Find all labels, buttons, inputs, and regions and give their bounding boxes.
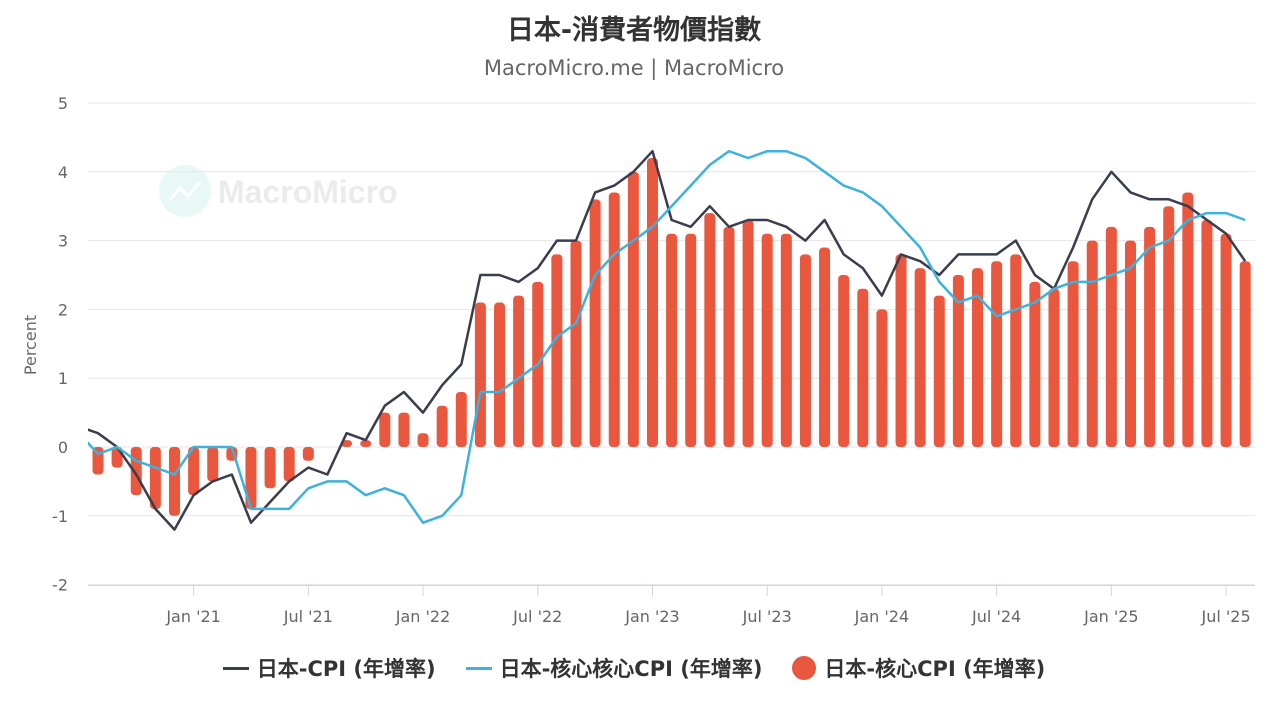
bar <box>570 240 582 447</box>
x-tick-label: Jul '22 <box>512 607 562 626</box>
chart-subtitle: MacroMicro.me | MacroMicro <box>483 56 785 80</box>
bar <box>589 199 601 447</box>
bar <box>168 447 180 516</box>
bar <box>188 447 200 496</box>
bar <box>360 440 372 447</box>
bar <box>742 219 754 447</box>
bar <box>780 233 792 447</box>
bar <box>1182 192 1194 447</box>
y-tick-label: 1 <box>58 369 68 388</box>
legend-item[interactable]: 日本-核心CPI (年增率) <box>792 653 1045 683</box>
x-tick-label: Jul '25 <box>1201 607 1251 626</box>
bar <box>933 295 945 447</box>
bar <box>1124 240 1136 447</box>
bar <box>398 412 410 447</box>
x-tick-label: Jul '23 <box>742 607 792 626</box>
x-tick-label: Jan '21 <box>165 607 221 626</box>
y-tick-label: -2 <box>52 576 68 595</box>
legend-line-icon <box>222 666 249 670</box>
bar <box>551 254 563 447</box>
y-axis-label: Percent <box>21 315 40 375</box>
bar <box>876 309 888 447</box>
y-tick-label: 5 <box>58 94 68 113</box>
bar <box>761 233 773 447</box>
bar <box>264 447 276 489</box>
bar <box>1105 226 1117 447</box>
chart-title: 日本-消費者物價指數 <box>506 15 762 46</box>
bar <box>819 247 831 447</box>
bar <box>417 433 429 447</box>
x-tick-label: Jan '22 <box>395 607 451 626</box>
x-tick-label: Jan '24 <box>854 607 910 626</box>
y-tick-label: 2 <box>58 300 68 319</box>
bar <box>1048 288 1060 447</box>
bar <box>474 302 486 447</box>
svg-text:MacroMicro: MacroMicro <box>218 174 398 210</box>
bar <box>991 261 1003 447</box>
bar <box>704 213 716 447</box>
legend-item[interactable]: 日本-核心核心CPI (年增率) <box>465 653 763 683</box>
bar <box>685 233 697 447</box>
bar <box>379 412 391 447</box>
y-tick-label: 3 <box>58 232 68 251</box>
bar <box>1201 219 1213 447</box>
bar <box>895 254 907 447</box>
x-tick-label: Jan '23 <box>624 607 680 626</box>
legend: 日本-CPI (年增率) 日本-核心核心CPI (年增率) 日本-核心CPI (年增… <box>0 653 1268 683</box>
bar <box>245 447 257 509</box>
bar <box>149 447 161 509</box>
y-tick-label: 4 <box>58 163 68 182</box>
bar <box>666 233 678 447</box>
bar <box>972 268 984 447</box>
series-line <box>88 149 1246 524</box>
bar <box>436 405 448 447</box>
y-tick-label: 0 <box>58 438 68 457</box>
legend-dot-icon <box>792 656 817 680</box>
bar <box>1086 240 1098 447</box>
legend-item[interactable]: 日本-CPI (年增率) <box>222 653 436 683</box>
series-line <box>88 149 1247 531</box>
bar <box>302 447 314 461</box>
bar <box>838 275 850 447</box>
bar <box>1220 233 1232 447</box>
x-tick-label: Jul '24 <box>971 607 1021 626</box>
bar <box>283 447 295 482</box>
bar <box>608 192 620 447</box>
bar <box>1239 261 1251 447</box>
bar <box>646 158 658 448</box>
bar <box>455 391 467 447</box>
bar <box>914 268 926 447</box>
x-tick-label: Jan '25 <box>1083 607 1139 626</box>
bar <box>1029 281 1041 447</box>
bar <box>1163 206 1175 447</box>
legend-label: 日本-核心CPI (年增率) <box>824 657 1046 681</box>
bar <box>494 302 506 447</box>
bar <box>1144 226 1156 447</box>
y-tick-label: -1 <box>52 507 68 526</box>
bar <box>799 254 811 447</box>
bar <box>1010 254 1022 447</box>
bar <box>627 171 639 448</box>
bar <box>1067 261 1079 447</box>
watermark-logo: MacroMicro <box>159 165 398 217</box>
legend-label: 日本-核心核心CPI (年增率) <box>499 657 763 681</box>
x-tick-label: Jul '21 <box>283 607 333 626</box>
legend-line-icon <box>465 666 492 670</box>
bar <box>207 447 219 482</box>
bar <box>513 295 525 447</box>
bar <box>952 275 964 447</box>
bar <box>723 226 735 447</box>
bar <box>857 288 869 447</box>
legend-label: 日本-CPI (年增率) <box>256 657 436 681</box>
